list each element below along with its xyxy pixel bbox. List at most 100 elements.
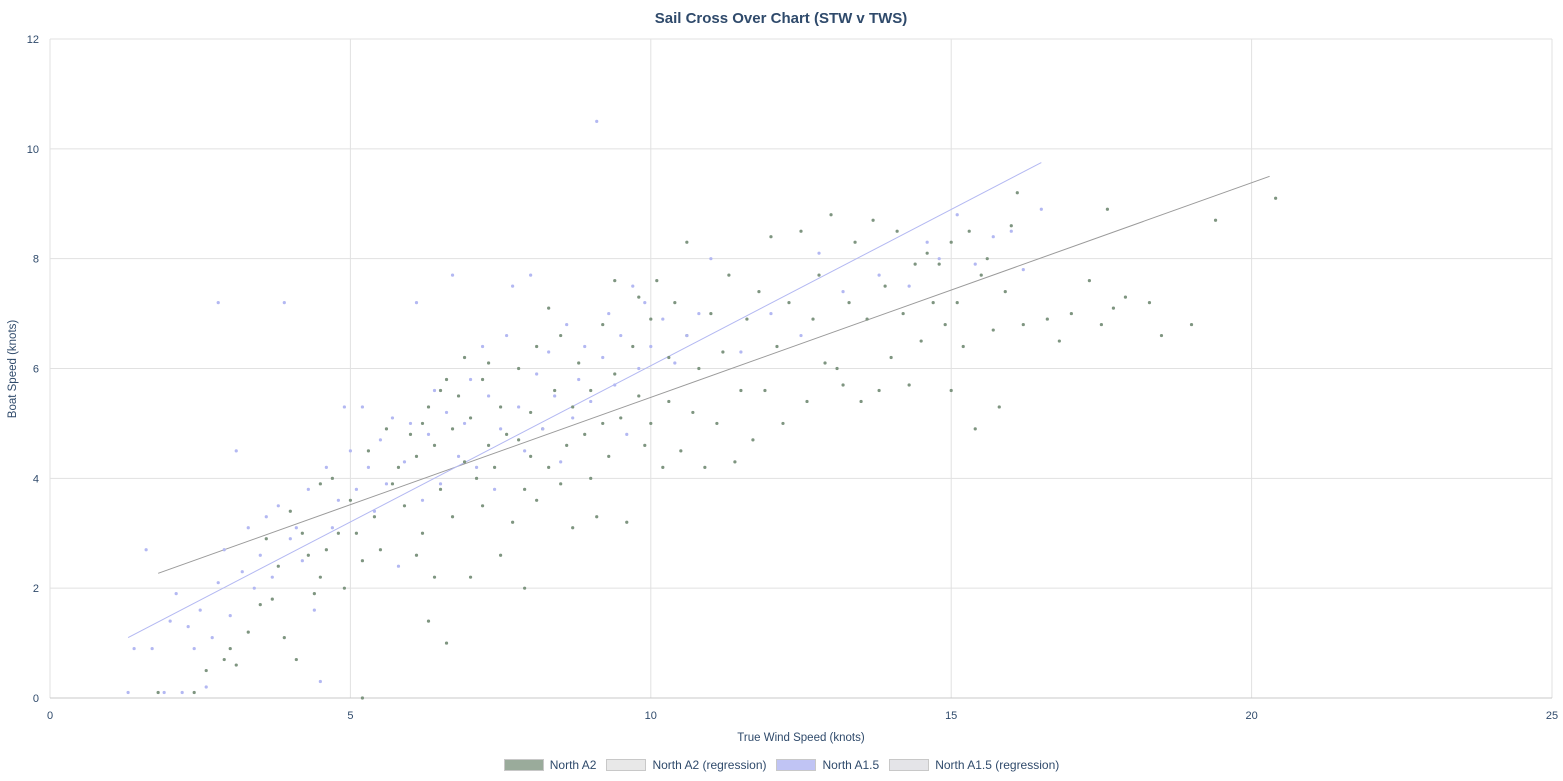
legend-item-north-a2[interactable]: North A2 — [503, 758, 597, 772]
data-point-north-a2 — [486, 361, 491, 365]
data-point-north-a2 — [535, 344, 539, 349]
data-point-north-a1-5 — [426, 432, 431, 436]
data-point-north-a2 — [601, 421, 605, 426]
data-point-north-a2 — [372, 515, 377, 519]
data-point-north-a2 — [426, 619, 431, 623]
data-point-north-a2 — [721, 350, 725, 354]
data-point-north-a2 — [336, 531, 340, 535]
data-point-north-a1-5 — [264, 515, 268, 519]
data-point-north-a2 — [517, 438, 521, 442]
data-point-north-a1-5 — [486, 394, 491, 398]
data-point-north-a2 — [1159, 333, 1164, 338]
data-point-north-a1-5 — [697, 311, 701, 316]
data-point-north-a2 — [474, 476, 479, 480]
data-point-north-a2 — [739, 388, 743, 393]
data-point-north-a2 — [1087, 279, 1091, 283]
data-point-north-a2 — [637, 295, 641, 299]
data-point-north-a2 — [276, 564, 280, 568]
data-point-north-a1-5 — [631, 284, 635, 288]
data-point-north-a2 — [480, 504, 485, 508]
data-point-north-a2 — [360, 696, 365, 700]
data-point-north-a2 — [967, 229, 971, 233]
data-point-north-a2 — [943, 322, 947, 327]
data-point-north-a1-5 — [186, 625, 190, 629]
legend-item-north-a15[interactable]: North A1.5 — [776, 758, 879, 772]
data-point-north-a2 — [919, 339, 923, 343]
data-point-north-a2 — [324, 548, 328, 552]
data-point-north-a2 — [312, 592, 316, 596]
data-point-north-a1-5 — [306, 487, 310, 491]
x-tick-label: 0 — [47, 710, 53, 722]
data-point-north-a2 — [354, 531, 359, 535]
data-point-north-a2 — [679, 449, 683, 453]
data-point-north-a1-5 — [649, 344, 653, 349]
data-point-north-a1-5 — [378, 438, 383, 442]
data-point-north-a2 — [817, 273, 821, 277]
data-point-north-a1-5 — [258, 553, 262, 557]
data-point-north-a2 — [420, 531, 425, 535]
data-point-north-a2 — [270, 597, 274, 601]
data-point-north-a2 — [985, 257, 989, 261]
data-point-north-a2 — [408, 432, 413, 436]
data-point-north-a2 — [529, 454, 533, 458]
data-point-north-a2 — [1045, 317, 1049, 321]
legend-swatch-north-a15-regression — [889, 759, 930, 771]
data-point-north-a2 — [865, 317, 869, 321]
data-point-north-a1-5 — [216, 301, 220, 305]
data-point-north-a1-5 — [222, 548, 226, 552]
data-point-north-a2 — [294, 657, 298, 662]
data-point-north-a2 — [426, 405, 431, 409]
data-point-north-a1-5 — [468, 377, 473, 382]
data-point-north-a1-5 — [270, 575, 274, 579]
data-point-north-a2 — [1189, 322, 1194, 327]
legend-item-north-a15-regression[interactable]: North A1.5 (regression) — [889, 758, 1059, 772]
data-point-north-a2 — [330, 476, 334, 480]
data-point-north-a1-5 — [312, 608, 316, 612]
data-point-north-a1-5 — [396, 564, 401, 568]
data-point-north-a2 — [517, 366, 521, 371]
data-point-north-a2 — [841, 383, 845, 387]
data-point-north-a2 — [949, 388, 953, 393]
data-point-north-a2 — [571, 405, 575, 409]
grid — [49, 38, 1553, 699]
data-point-north-a2 — [823, 361, 827, 365]
data-point-north-a1-5 — [474, 465, 479, 469]
y-tick-label: 0 — [33, 693, 39, 705]
data-point-north-a1-5 — [360, 405, 365, 409]
data-point-north-a2 — [1111, 306, 1116, 310]
data-point-north-a1-5 — [1039, 207, 1043, 211]
x-tick-label: 5 — [347, 710, 353, 722]
data-point-north-a2 — [559, 482, 563, 486]
data-point-north-a2 — [523, 586, 527, 590]
data-point-north-a2 — [1105, 207, 1110, 211]
data-point-north-a2 — [895, 229, 899, 233]
data-point-north-a2 — [535, 498, 539, 502]
data-point-north-a2 — [937, 262, 941, 266]
data-point-north-a1-5 — [643, 301, 647, 305]
legend: North A2 North A2 (regression) North A1.… — [0, 756, 1563, 774]
data-point-north-a2 — [1274, 196, 1278, 200]
data-point-north-a2 — [961, 344, 965, 349]
data-point-north-a2 — [649, 317, 653, 321]
data-point-north-a2 — [1003, 290, 1007, 294]
data-point-north-a1-5 — [685, 333, 689, 338]
data-point-north-a1-5 — [817, 251, 821, 255]
data-point-north-a2 — [667, 355, 671, 360]
data-point-north-a1-5 — [571, 416, 575, 420]
data-point-north-a2 — [613, 372, 617, 376]
x-axis-title: True Wind Speed (knots) — [737, 732, 865, 744]
data-point-north-a2 — [883, 284, 887, 288]
data-point-north-a2 — [661, 465, 665, 469]
data-point-north-a2 — [462, 460, 467, 464]
data-point-north-a1-5 — [336, 498, 340, 502]
legend-swatch-north-a2 — [503, 759, 544, 771]
legend-item-north-a2-regression[interactable]: North A2 (regression) — [606, 758, 766, 772]
data-point-north-a2 — [631, 344, 635, 349]
data-point-north-a2 — [613, 279, 617, 283]
data-point-north-a2 — [444, 377, 449, 382]
data-point-north-a1-5 — [174, 592, 178, 596]
data-point-north-a1-5 — [276, 504, 280, 508]
data-point-north-a2 — [300, 531, 304, 535]
data-point-north-a1-5 — [282, 301, 286, 305]
legend-label-north-a2: North A2 — [549, 758, 597, 772]
